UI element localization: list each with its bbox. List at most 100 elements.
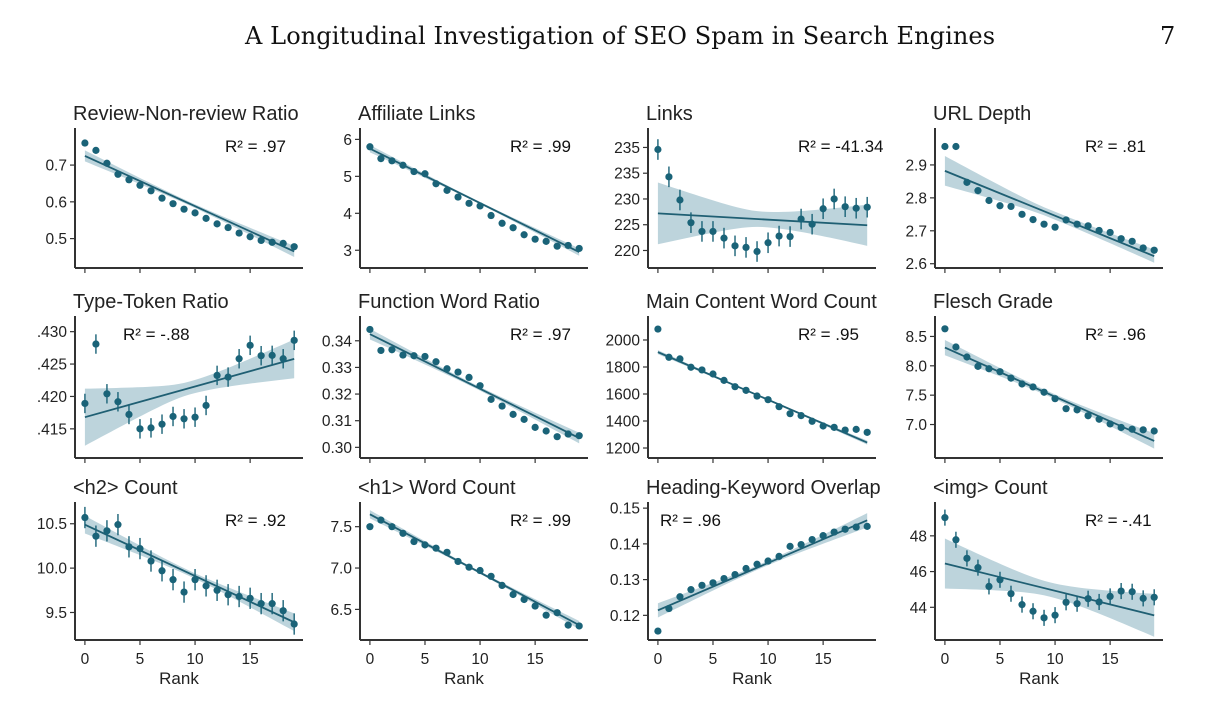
r-squared-label: R² = .97	[225, 137, 286, 156]
data-point	[786, 542, 794, 550]
data-point	[465, 563, 473, 571]
data-point	[136, 181, 144, 189]
chart-title: <h1> Word Count	[358, 477, 516, 499]
data-point	[136, 544, 144, 553]
data-point	[720, 376, 728, 384]
y-tick-label: 0.34	[322, 333, 353, 350]
data-point	[720, 234, 728, 242]
data-point	[224, 591, 232, 599]
data-point	[731, 571, 739, 579]
data-point	[279, 607, 287, 615]
y-tick-label: 46	[910, 564, 927, 581]
regression-line	[657, 212, 868, 227]
data-point	[742, 564, 750, 573]
data-point	[542, 237, 550, 245]
data-point	[941, 325, 949, 333]
data-point	[498, 219, 506, 227]
data-point	[720, 574, 728, 583]
data-point	[114, 170, 122, 178]
data-point	[213, 371, 221, 379]
data-point	[1040, 614, 1048, 622]
data-point	[575, 622, 583, 630]
data-point	[224, 223, 232, 232]
data-point	[542, 611, 550, 619]
data-point	[775, 232, 783, 240]
data-point	[180, 415, 188, 423]
data-point	[665, 604, 673, 613]
data-point	[1084, 412, 1092, 420]
data-point	[1073, 600, 1081, 608]
data-point	[764, 557, 772, 565]
data-point	[963, 178, 971, 186]
x-axis-label: Rank	[444, 669, 484, 688]
data-point	[1062, 216, 1070, 224]
data-point	[742, 386, 750, 394]
regression-line	[369, 333, 580, 439]
y-tick-label: 0.14	[610, 536, 641, 553]
data-point	[564, 430, 572, 438]
data-point	[985, 582, 993, 591]
y-tick-label: 48	[910, 528, 927, 545]
data-point	[257, 600, 265, 608]
r-squared-label: R² = .81	[1085, 137, 1146, 156]
r-squared-label: R² = .96	[1085, 325, 1146, 344]
data-point	[290, 336, 298, 344]
data-point	[257, 352, 265, 360]
data-point	[388, 157, 396, 165]
data-point	[531, 235, 539, 243]
y-tick-label: 2.6	[905, 256, 927, 273]
r-squared-label: R² = .99	[510, 137, 571, 156]
y-tick-label: 9.5	[45, 605, 67, 622]
data-point	[775, 403, 783, 411]
x-tick-label: 15	[1102, 651, 1119, 668]
data-point	[114, 398, 122, 406]
data-point	[509, 410, 517, 418]
data-point	[575, 244, 583, 253]
data-point	[103, 527, 111, 535]
data-point	[1128, 425, 1136, 433]
y-tick-label: .415	[37, 421, 67, 438]
data-point	[268, 600, 276, 608]
y-tick-label: 225	[614, 217, 640, 234]
x-tick-label: 5	[996, 651, 1005, 668]
data-point	[443, 365, 451, 373]
y-tick-label: 4	[343, 206, 352, 223]
data-point	[963, 554, 971, 562]
data-point	[1084, 222, 1092, 230]
x-tick-label: 0	[654, 651, 663, 668]
data-point	[1029, 383, 1037, 391]
regression-line	[84, 358, 295, 419]
x-tick-label: 5	[709, 651, 718, 668]
chart-panel: Heading-Keyword Overlap 0.15 0.14 0.13 0.12 0…	[610, 477, 881, 688]
y-tick-label: 0.13	[610, 572, 640, 589]
data-point	[1095, 415, 1103, 423]
data-point	[454, 193, 462, 201]
r-squared-label: R² = .97	[510, 325, 571, 344]
confidence-band	[944, 538, 1155, 637]
x-tick-label: 5	[421, 651, 430, 668]
chart-title: Function Word Ratio	[358, 291, 540, 313]
data-point	[1117, 235, 1125, 243]
data-point	[421, 541, 429, 549]
y-tick-label: 2.8	[905, 190, 927, 207]
chart-title: URL Depth	[933, 103, 1031, 125]
data-point	[698, 366, 706, 374]
data-point	[952, 536, 960, 544]
x-tick-label: 5	[136, 651, 145, 668]
r-squared-label: R² = .99	[510, 511, 571, 530]
data-point	[388, 346, 396, 354]
data-point	[235, 355, 243, 363]
data-point	[147, 557, 155, 565]
y-tick-label: 7.5	[330, 519, 352, 536]
data-point	[1051, 223, 1059, 231]
x-tick-label: 0	[81, 651, 90, 668]
data-point	[410, 352, 418, 360]
x-tick-label: 15	[815, 651, 832, 668]
x-tick-label: 10	[759, 651, 777, 668]
data-point	[410, 167, 418, 176]
data-point	[1018, 210, 1026, 218]
data-point	[830, 528, 838, 536]
data-point	[1150, 427, 1158, 435]
data-point	[377, 516, 385, 524]
data-point	[753, 392, 761, 400]
